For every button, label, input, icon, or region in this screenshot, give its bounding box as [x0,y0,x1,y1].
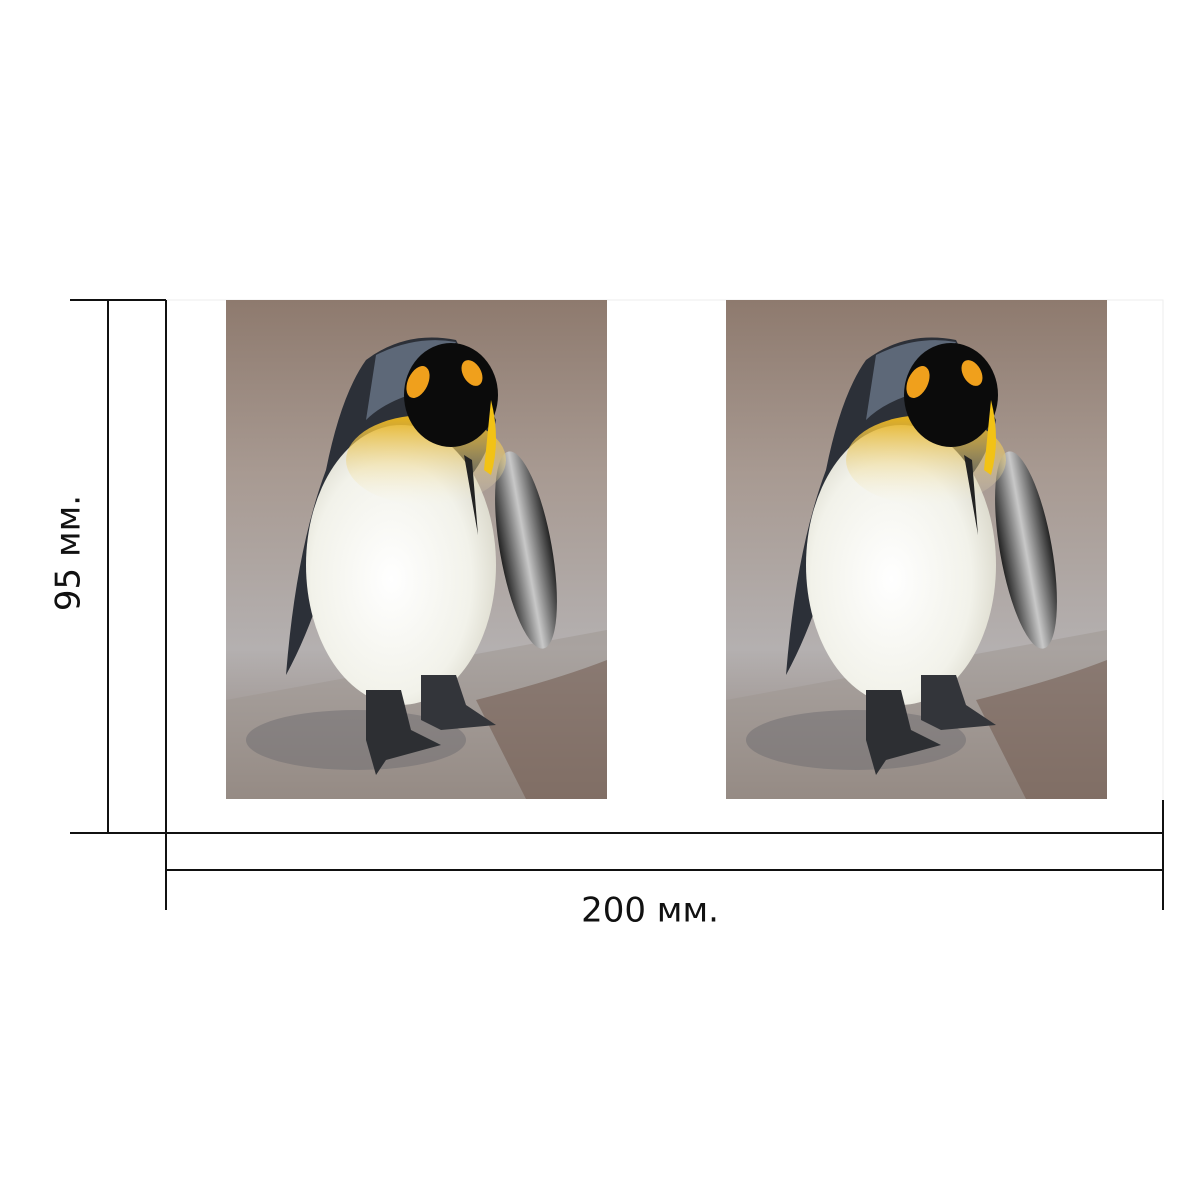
width-dimension: 200 мм. [165,800,1164,931]
penguin-photo [226,300,607,799]
height-dimension: 95 мм. [49,299,167,834]
penguin-photo [726,300,1107,799]
height-label: 95 мм. [49,495,89,611]
width-label: 200 мм. [581,891,719,931]
